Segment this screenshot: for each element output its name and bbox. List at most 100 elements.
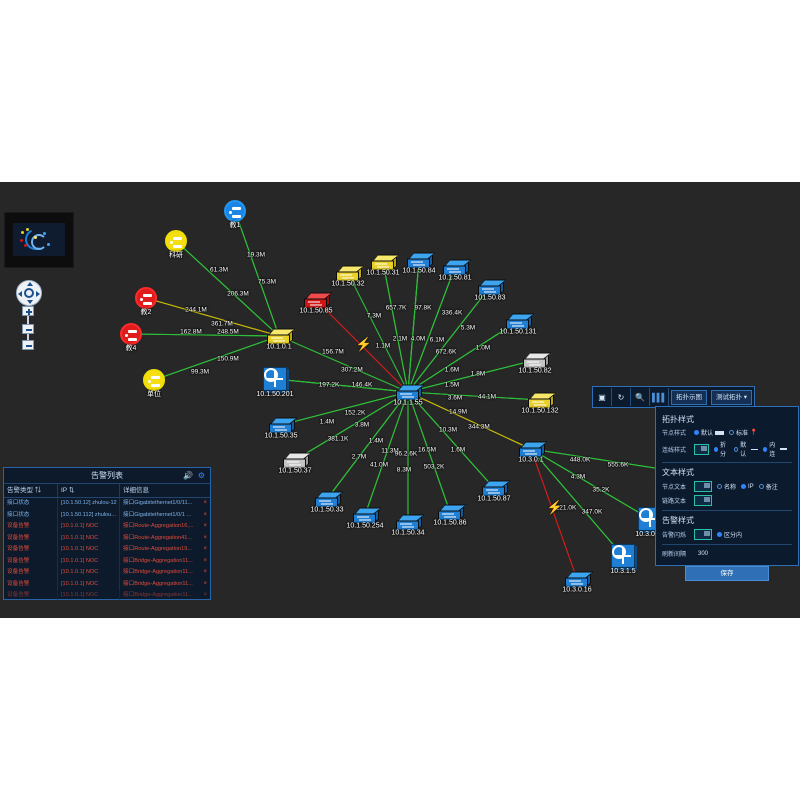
pan-up-arrow-icon[interactable] [27,282,33,286]
toggle-link-style[interactable] [694,443,709,455]
topology-node-教4[interactable]: 教4 [120,323,142,352]
topology-link[interactable] [530,448,669,471]
topology-select-dropdown[interactable]: 测试拓扑 ▾ [711,389,753,405]
topology-link[interactable] [382,261,409,393]
row-link-text[interactable]: 链路文本 [662,495,792,506]
topology-node-10-1-0-1[interactable]: 10.1.0.1 [266,328,296,351]
close-icon[interactable]: × [203,592,207,598]
close-icon[interactable]: × [203,511,207,518]
settings-icon[interactable]: ⚙ [197,471,205,480]
close-icon[interactable]: × [203,546,207,552]
table-row[interactable]: 设备告警 [10.1.0.1] NOC 接口Route-Aggregation41.… [4,532,210,544]
topology-link[interactable] [130,333,280,337]
radio-icon[interactable] [694,430,699,435]
radio-icon[interactable] [758,484,764,489]
topology-link[interactable] [315,299,409,393]
topology-node-10-1-50-254[interactable]: 10.1.50.254 [347,507,383,530]
table-row[interactable]: 设备告警 [10.1.0.1] NOC 接口Bridge-Aggregation11… [4,567,210,579]
zoom-pan-control[interactable] [14,280,42,352]
radio-icon[interactable] [717,532,722,537]
topology-link[interactable] [530,448,651,520]
pan-down-arrow-icon[interactable] [27,300,33,304]
topology-canvas[interactable]: 教1 科研 教2 教4 单位 10.1.0.1 10.1.50.85 10.1.50.201 1… [0,182,800,618]
topology-link[interactable] [407,320,519,393]
row-node-style[interactable]: 节点样式 默认 标准 📍 [662,428,792,437]
alarm-column-1[interactable]: 告警类型 ⇅ [4,484,58,497]
table-row[interactable]: 设备告警 [10.1.0.1] NOC 接口Bridge-Aggregation11… [4,578,210,590]
pan-pad-icon[interactable] [16,280,42,306]
fit-screen-icon[interactable]: ▣ [593,388,612,406]
row-node-text[interactable]: 节点文本 名称 IP 备注 [662,481,792,492]
option-link-split[interactable]: 折分 [713,440,729,458]
option-link-inner[interactable]: 内连 [762,440,787,458]
alarm-rows[interactable]: 接口状态 [10.1.50.12] zhulou-12 接口Gigabitether… [4,498,210,600]
option-link-default[interactable]: 默认 [733,440,758,458]
close-icon[interactable]: × [203,580,207,587]
table-row[interactable]: 接口状态 [10.1.50.12] zhulou-12 接口Gigabitether… [4,498,210,510]
topology-link[interactable] [407,359,536,393]
topology-node-10-1-50-32[interactable]: 10.1.50.32 [331,265,365,288]
close-icon[interactable]: × [203,523,207,529]
topology-link[interactable] [407,391,532,450]
topology-link[interactable] [530,448,578,580]
topology-node-10-1-50-33[interactable]: 10.1.50.33 [310,491,344,514]
option-node-standard[interactable]: 标准 📍 [729,428,758,437]
topology-node-10-3-0-16[interactable]: 10.3.0.16 [562,571,594,594]
topology-link[interactable] [326,391,409,500]
table-row[interactable]: 接口状态 [10.1.50.112] zhulou... 接口Gigabitethe… [4,509,210,521]
topology-node-10-1-50-35[interactable]: 10.1.50.35 [264,417,298,440]
close-icon[interactable]: × [203,557,207,564]
save-button[interactable]: 保存 [685,566,769,581]
row-refresh-interval[interactable]: 刷新间隔 300 [662,549,792,559]
style-settings-panel[interactable]: 拓扑样式 节点样式 默认 标准 📍 连线样式 折分 默认 内连 文本样式 节点文本… [655,406,799,581]
topology-node-单位[interactable]: 单位 [143,369,165,398]
topology-link[interactable] [274,378,409,393]
radio-icon[interactable] [713,446,719,452]
refresh-value[interactable]: 300 [698,550,709,557]
topology-link[interactable] [347,272,409,393]
topology-node-10-1-50-131[interactable]: 10.1.50.131 [500,313,536,336]
topology-link[interactable] [407,391,541,401]
topology-node-10-1-50-86[interactable]: 10.1.50.86 [433,504,467,527]
topology-view-button[interactable]: 拓扑示图 [671,389,707,405]
topology-link[interactable] [530,448,624,557]
topology-link[interactable] [145,297,280,337]
topology-node-10-1-50-82[interactable]: 10.1.50.82 [518,352,552,375]
table-row[interactable]: 设备告警 [10.1.0.1] NOC 接口Route-Aggregation19.… [4,544,210,556]
option-text-remark[interactable]: 备注 [758,482,778,491]
topology-node-10-1-1-55[interactable]: 10.1.1.55 [393,384,425,407]
row-link-style[interactable]: 连线样式 折分 默认 内连 [662,440,792,458]
topology-node-101-50-83[interactable]: 101.50.83 [474,279,507,302]
radio-icon[interactable] [729,430,735,435]
row-alarm-blink[interactable]: 告警闪烁 区分内 [662,529,792,540]
table-row[interactable]: 设备告警 [10.1.0.1] NOC 接口Route-Aggregation16,… [4,521,210,533]
zoom-slider-handle[interactable] [22,324,34,334]
topology-link[interactable] [407,286,491,393]
alarm-column-2[interactable]: IP ⇅ [58,484,120,497]
option-node-default[interactable]: 默认 [694,428,725,437]
refresh-icon[interactable]: ↻ [612,388,631,406]
radio-icon[interactable] [762,446,768,452]
topology-link[interactable] [278,335,409,393]
topology-link[interactable] [407,391,451,513]
zoom-out-button[interactable] [22,340,34,350]
topology-node-教1[interactable]: 教1 [224,200,246,229]
topology-node-10-1-50-201[interactable]: 10.1.50.201 [257,367,293,398]
topology-node-10-3-1-5[interactable]: 10.3.1.5 [610,544,636,575]
topology-node-10-1-50-37[interactable]: 10.1.50.37 [278,452,312,475]
radio-icon[interactable] [741,484,747,489]
option-alarm-area[interactable]: 区分内 [717,530,742,539]
close-icon[interactable]: × [203,500,207,506]
alarm-list-panel[interactable]: 告警列表 🔊 ⚙ 告警类型 ⇅ IP ⇅ 详细信息 接口状态 [10.1.50.12]… [3,467,211,600]
topology-link[interactable] [407,266,456,393]
topology-node-科研[interactable]: 科研 [165,230,187,259]
close-icon[interactable]: × [203,534,207,541]
topology-link[interactable] [175,240,280,337]
topology-link[interactable] [407,259,420,393]
topology-minimap[interactable] [4,212,74,268]
topology-link[interactable] [294,391,409,461]
sound-icon[interactable]: 🔊 [183,471,193,480]
topology-node-10-1-50-34[interactable]: 10.1.50.34 [391,514,425,537]
option-text-ip[interactable]: IP [741,484,754,490]
topology-link[interactable] [364,391,409,516]
